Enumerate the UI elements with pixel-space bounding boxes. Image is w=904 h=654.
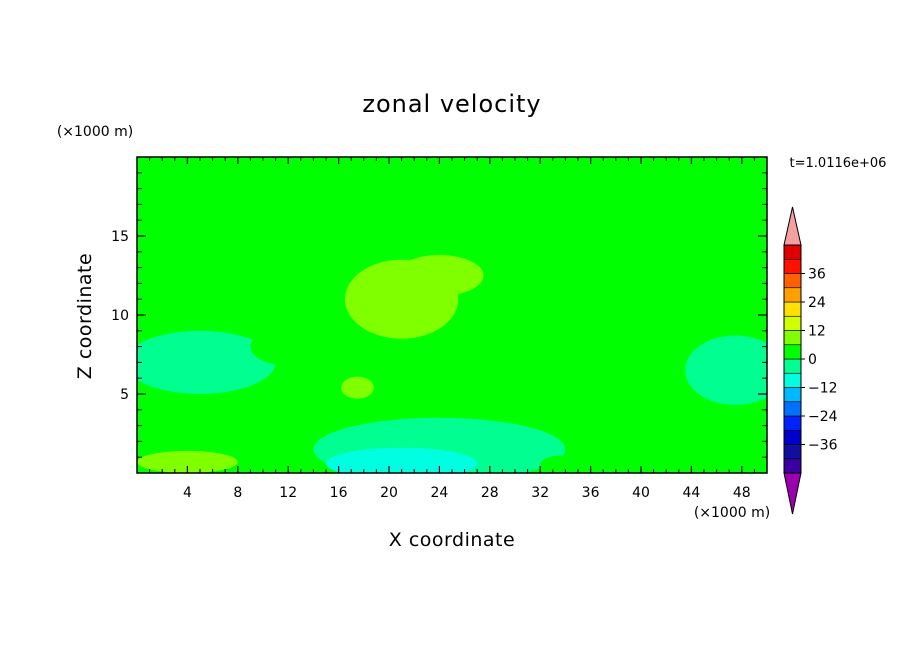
x-tick-label: 8 <box>233 485 242 501</box>
x-tick-label: 12 <box>279 485 297 501</box>
field-region-4 <box>615 157 767 244</box>
colorbar-min-arrow <box>783 472 802 515</box>
colorbar-swatch <box>783 401 802 417</box>
field-regions <box>137 157 767 473</box>
x-tick-label: 16 <box>330 485 348 501</box>
x-tick-label: 20 <box>380 485 398 501</box>
field-region-13 <box>326 447 478 473</box>
y-axis-title: Z coordinate <box>74 253 96 379</box>
colorbar-swatch <box>783 301 802 317</box>
colorbar-swatch <box>783 415 802 431</box>
colorbar-swatch <box>783 429 802 445</box>
x-axis-title: X coordinate <box>389 529 515 551</box>
colorbar-label: 36 <box>808 267 826 283</box>
x-tick-label: 4 <box>183 485 192 501</box>
y-axis: 5 10 15 <box>111 172 767 458</box>
x-tick-label: 28 <box>481 485 499 501</box>
y-unit-label: (×1000 m) <box>57 124 133 140</box>
colorbar-swatch <box>783 444 802 460</box>
field-region-9 <box>341 376 374 399</box>
colorbar-swatch <box>783 344 802 360</box>
x-tick-label: 32 <box>531 485 549 501</box>
field-region-8 <box>395 254 484 297</box>
colorbar-swatch <box>783 372 802 388</box>
field-region-5 <box>137 157 232 213</box>
field-region-10 <box>137 330 276 394</box>
x-unit-label: (×1000 m) <box>694 505 770 521</box>
colorbar-swatch <box>783 387 802 403</box>
chart-title: zonal velocity <box>362 90 541 118</box>
colorbar-max-arrow <box>783 206 802 246</box>
x-axis: 4 8 12 16 20 24 28 32 36 40 44 48 <box>149 157 755 501</box>
colorbar-label: −36 <box>808 438 838 454</box>
colorbar-swatch <box>783 315 802 331</box>
x-tick-label: 24 <box>430 485 448 501</box>
colorbar-label: 0 <box>808 352 817 368</box>
field-region-15 <box>137 450 238 473</box>
colorbar-swatch <box>783 273 802 289</box>
colorbar-label: 24 <box>808 295 826 311</box>
colorbar-label: −24 <box>808 409 838 425</box>
colorbar-swatch <box>783 458 802 474</box>
colorbar-swatch <box>783 287 802 303</box>
x-tick-label: 40 <box>632 485 650 501</box>
field-region-16 <box>710 444 767 473</box>
x-tick-label: 44 <box>682 485 700 501</box>
colorbar-swatch <box>783 258 802 274</box>
colorbar-swatch <box>783 358 802 374</box>
field-region-17 <box>540 455 578 473</box>
y-tick-label: 10 <box>111 308 129 324</box>
time-label: t=1.0116e+06 <box>790 156 887 171</box>
colorbar-label: 12 <box>808 324 826 340</box>
x-tick-label: 48 <box>733 485 751 501</box>
field-region-11 <box>685 335 767 406</box>
colorbar: 36 24 12 0 −12 −24 −36 <box>783 206 838 515</box>
colorbar-swatch <box>783 244 802 260</box>
colorbar-label: −12 <box>808 381 838 397</box>
plot-area <box>137 157 767 473</box>
y-tick-label: 5 <box>120 387 129 403</box>
x-tick-label: 36 <box>582 485 600 501</box>
field-region-18 <box>250 327 326 366</box>
colorbar-swatch <box>783 330 802 346</box>
field-region-2 <box>489 283 742 410</box>
y-tick-label: 15 <box>111 229 129 245</box>
